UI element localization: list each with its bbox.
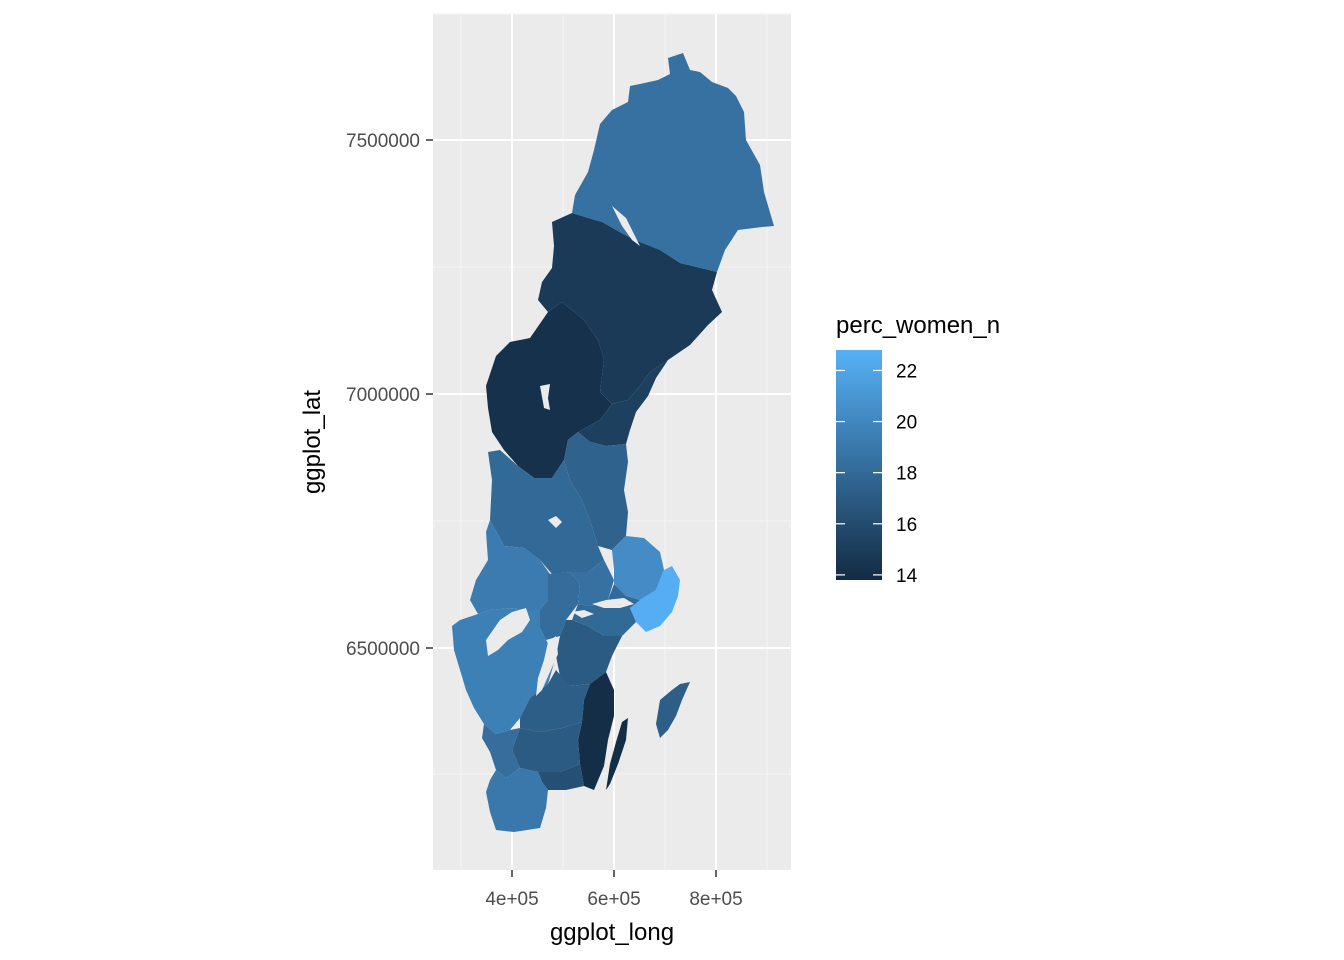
lake-vanern — [486, 608, 530, 656]
lake-hjalmaren — [572, 610, 594, 618]
legend-tick-label: 20 — [896, 413, 917, 434]
y-tick-label: 6500000 — [346, 639, 420, 660]
region-halland — [482, 724, 520, 778]
lake-hornavan — [612, 206, 640, 246]
region-dalarna — [488, 450, 604, 574]
y-tick-label: 7000000 — [346, 385, 420, 406]
y-tick-label: 7500000 — [346, 131, 420, 152]
y-axis-ticks — [426, 139, 433, 649]
x-tick-label: 6e+05 — [587, 889, 640, 910]
region-ostergotland — [556, 620, 622, 686]
legend-tick-label: 22 — [896, 361, 917, 382]
legend: perc_women_n 14 16 18 20 22 — [836, 312, 1000, 587]
region-uppsala — [612, 536, 664, 600]
region-sodermanland — [572, 584, 640, 636]
legend-tick-label: 16 — [896, 515, 917, 536]
region-kalmar — [578, 672, 614, 790]
region-gavleborg — [564, 432, 628, 550]
lake-storsjon — [540, 384, 550, 410]
legend-tick-label: 18 — [896, 464, 917, 485]
lake-vattern — [536, 636, 558, 696]
x-axis-ticks — [511, 870, 717, 877]
legend-tick-label: 14 — [896, 566, 918, 587]
region-jonkoping — [520, 670, 590, 732]
region-kronoberg — [512, 722, 582, 772]
legend-title: perc_women_n — [836, 312, 1000, 339]
lake-siljan — [548, 516, 562, 528]
y-axis-title: ggplot_lat — [299, 390, 326, 494]
lake-malaren — [592, 598, 634, 608]
region-vasterbotten — [538, 213, 722, 404]
region-vastmanland — [570, 560, 614, 606]
x-tick-label: 4e+05 — [485, 889, 538, 910]
x-tick-label: 8e+05 — [689, 889, 742, 910]
region-blekinge — [538, 764, 584, 790]
region-kalmar-oland — [606, 718, 628, 790]
region-stockholm — [630, 566, 680, 632]
legend-colorbar — [836, 350, 882, 580]
region-skane — [486, 768, 548, 832]
region-gotland — [656, 682, 690, 738]
region-orebro — [540, 572, 580, 640]
region-vastra-gotaland — [452, 608, 556, 734]
legend-ticks: 14 16 18 20 22 — [836, 361, 918, 587]
county-regions — [452, 53, 774, 832]
region-varmland — [470, 520, 550, 614]
x-axis-title: ggplot_long — [550, 919, 674, 946]
region-vasternorrland — [578, 360, 668, 446]
